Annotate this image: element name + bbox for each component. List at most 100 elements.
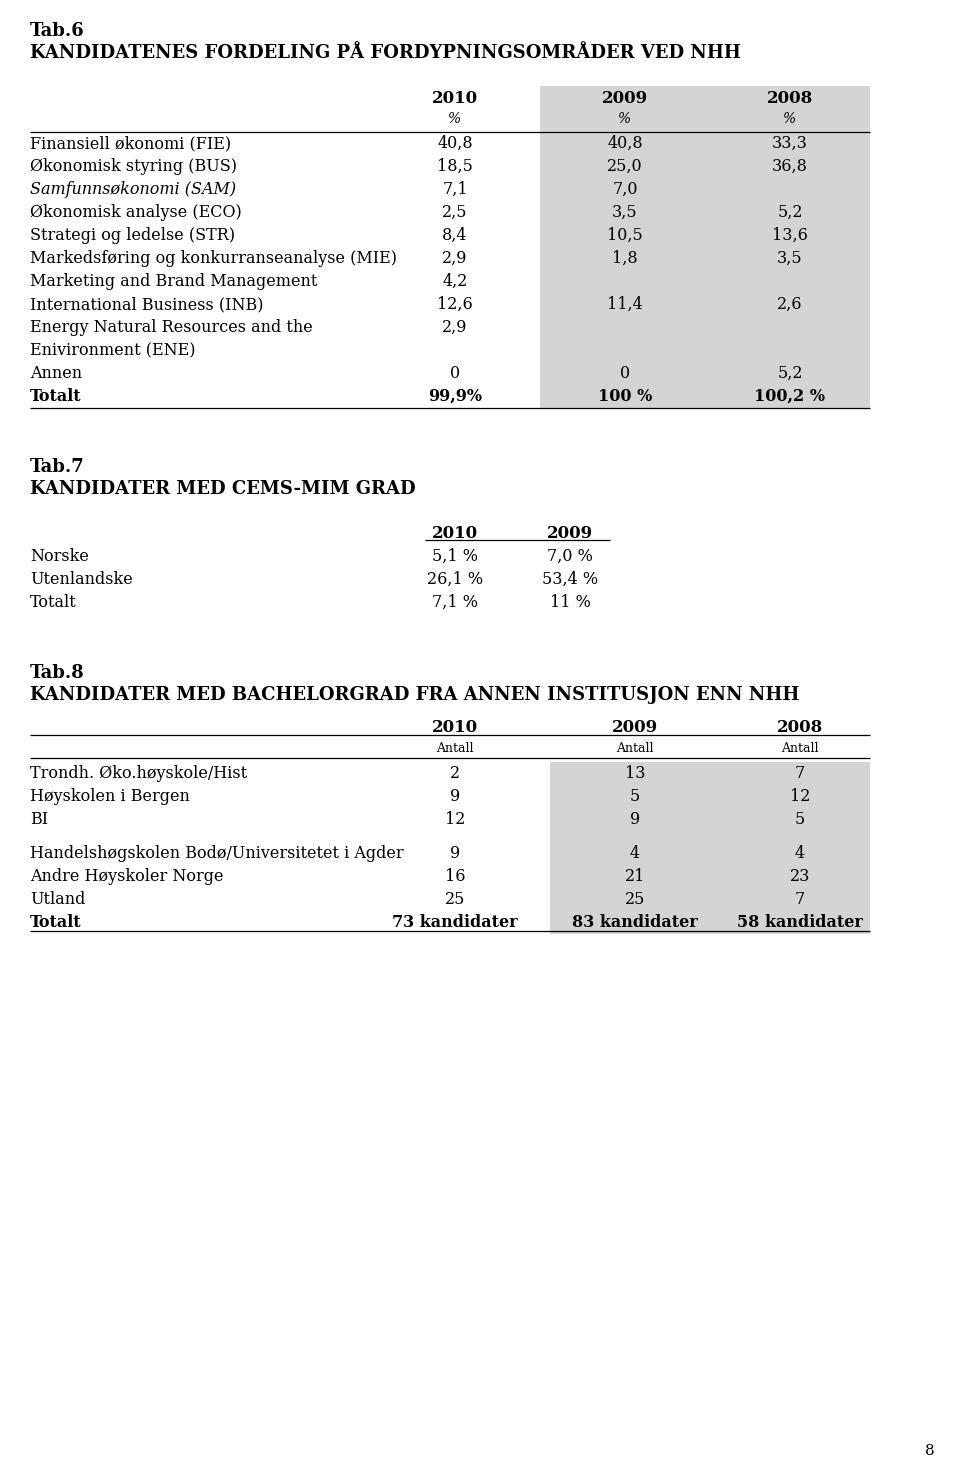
Text: 7,1: 7,1 <box>443 181 468 198</box>
Text: 73 kandidater: 73 kandidater <box>393 915 517 931</box>
Text: Utland: Utland <box>30 891 85 909</box>
Text: 21: 21 <box>625 867 645 885</box>
Text: 5: 5 <box>795 811 805 827</box>
Text: 8,4: 8,4 <box>443 226 468 244</box>
Text: 2,9: 2,9 <box>443 250 468 266</box>
Text: 3,5: 3,5 <box>778 250 803 266</box>
Text: 16: 16 <box>444 867 466 885</box>
Text: 12: 12 <box>790 787 810 805</box>
Text: 25,0: 25,0 <box>607 158 643 175</box>
Text: 9: 9 <box>450 787 460 805</box>
Text: Annen: Annen <box>30 366 83 382</box>
Text: 23: 23 <box>790 867 810 885</box>
Text: 7,0 %: 7,0 % <box>547 548 593 565</box>
Text: 4: 4 <box>795 845 805 861</box>
Text: KANDIDATER MED BACHELORGRAD FRA ANNEN INSTITUSJON ENN NHH: KANDIDATER MED BACHELORGRAD FRA ANNEN IN… <box>30 687 800 704</box>
Text: 5: 5 <box>630 787 640 805</box>
Text: Økonomisk analyse (ECO): Økonomisk analyse (ECO) <box>30 204 242 221</box>
Text: 83 kandidater: 83 kandidater <box>572 915 698 931</box>
Text: Antall: Antall <box>436 741 473 755</box>
Text: 8: 8 <box>925 1444 935 1458</box>
Text: %: % <box>783 112 797 126</box>
Text: 2010: 2010 <box>432 525 478 542</box>
Text: 7: 7 <box>795 891 805 909</box>
Text: BI: BI <box>30 811 48 827</box>
Text: Strategi og ledelse (STR): Strategi og ledelse (STR) <box>30 226 235 244</box>
Text: Totalt: Totalt <box>30 593 77 611</box>
Text: 25: 25 <box>444 891 466 909</box>
Text: 12,6: 12,6 <box>437 296 473 312</box>
Text: 10,5: 10,5 <box>607 226 643 244</box>
Text: Norske: Norske <box>30 548 89 565</box>
Text: Andre Høyskoler Norge: Andre Høyskoler Norge <box>30 867 224 885</box>
Text: 18,5: 18,5 <box>437 158 473 175</box>
Text: Markedsføring og konkurranseanalyse (MIE): Markedsføring og konkurranseanalyse (MIE… <box>30 250 397 266</box>
Text: International Business (INB): International Business (INB) <box>30 296 263 312</box>
Text: 9: 9 <box>450 845 460 861</box>
Text: %: % <box>448 112 462 126</box>
Text: Tab.8: Tab.8 <box>30 665 84 682</box>
Text: Utenlandske: Utenlandske <box>30 571 132 588</box>
Text: 2,5: 2,5 <box>443 204 468 221</box>
Text: 4: 4 <box>630 845 640 861</box>
Text: 2,9: 2,9 <box>443 320 468 336</box>
Text: 1,8: 1,8 <box>612 250 637 266</box>
Text: Finansiell økonomi (FIE): Finansiell økonomi (FIE) <box>30 135 231 152</box>
Text: 2008: 2008 <box>767 90 813 107</box>
Text: 2010: 2010 <box>432 90 478 107</box>
Text: Økonomisk styring (BUS): Økonomisk styring (BUS) <box>30 158 237 175</box>
Text: 53,4 %: 53,4 % <box>542 571 598 588</box>
Text: 36,8: 36,8 <box>772 158 808 175</box>
Bar <box>550 762 870 934</box>
Text: 7,0: 7,0 <box>612 181 637 198</box>
Text: 100 %: 100 % <box>598 388 652 406</box>
Text: 58 kandidater: 58 kandidater <box>737 915 863 931</box>
Text: 12: 12 <box>444 811 466 827</box>
Text: 13: 13 <box>625 765 645 781</box>
Text: 2,6: 2,6 <box>778 296 803 312</box>
Text: 40,8: 40,8 <box>437 135 473 152</box>
Text: Samfunnsøkonomi (SAM): Samfunnsøkonomi (SAM) <box>30 181 236 198</box>
Text: 33,3: 33,3 <box>772 135 808 152</box>
Text: 2008: 2008 <box>777 719 823 736</box>
Text: 2: 2 <box>450 765 460 781</box>
Text: %: % <box>618 112 632 126</box>
Text: KANDIDATER MED CEMS-MIM GRAD: KANDIDATER MED CEMS-MIM GRAD <box>30 480 416 497</box>
Text: Enivironment (ENE): Enivironment (ENE) <box>30 342 196 360</box>
Text: 2009: 2009 <box>547 525 593 542</box>
Text: 0: 0 <box>620 366 630 382</box>
Bar <box>540 86 870 132</box>
Text: 5,2: 5,2 <box>778 366 803 382</box>
Text: Høyskolen i Bergen: Høyskolen i Bergen <box>30 787 190 805</box>
Text: 2009: 2009 <box>612 719 658 736</box>
Text: 13,6: 13,6 <box>772 226 808 244</box>
Text: 99,9%: 99,9% <box>428 388 482 406</box>
Text: Trondh. Øko.høyskole/Hist: Trondh. Øko.høyskole/Hist <box>30 765 247 781</box>
Text: Tab.6: Tab.6 <box>30 22 84 40</box>
Text: Marketing and Brand Management: Marketing and Brand Management <box>30 272 318 290</box>
Text: Totalt: Totalt <box>30 915 82 931</box>
Text: KANDIDATENES FORDELING PÅ FORDYPNINGSOMRÅDER VED NHH: KANDIDATENES FORDELING PÅ FORDYPNINGSOMR… <box>30 44 741 62</box>
Text: 2010: 2010 <box>432 719 478 736</box>
Text: Antall: Antall <box>616 741 654 755</box>
Text: 9: 9 <box>630 811 640 827</box>
Text: 5,2: 5,2 <box>778 204 803 221</box>
Text: Totalt: Totalt <box>30 388 82 406</box>
Text: 100,2 %: 100,2 % <box>755 388 826 406</box>
Text: Tab.7: Tab.7 <box>30 457 84 477</box>
Text: 0: 0 <box>450 366 460 382</box>
Text: 4,2: 4,2 <box>443 272 468 290</box>
Text: Handelshøgskolen Bodø/Universitetet i Agder: Handelshøgskolen Bodø/Universitetet i Ag… <box>30 845 403 861</box>
Text: 40,8: 40,8 <box>607 135 643 152</box>
Text: 26,1 %: 26,1 % <box>427 571 483 588</box>
Text: 2009: 2009 <box>602 90 648 107</box>
Text: Energy Natural Resources and the: Energy Natural Resources and the <box>30 320 313 336</box>
Text: 11 %: 11 % <box>549 593 590 611</box>
Text: 5,1 %: 5,1 % <box>432 548 478 565</box>
Text: Antall: Antall <box>781 741 819 755</box>
Text: 7: 7 <box>795 765 805 781</box>
Text: 3,5: 3,5 <box>612 204 637 221</box>
Text: 25: 25 <box>625 891 645 909</box>
Text: 11,4: 11,4 <box>607 296 643 312</box>
Bar <box>540 132 870 408</box>
